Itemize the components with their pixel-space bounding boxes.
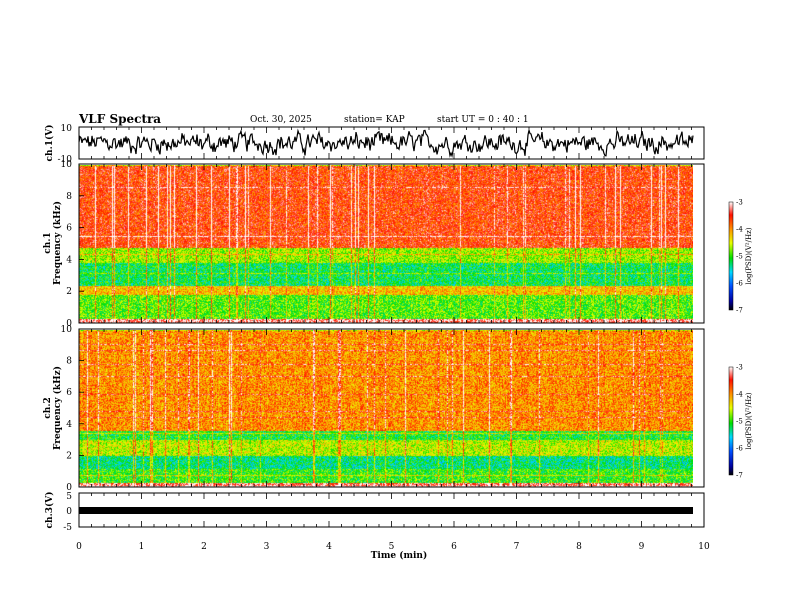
ch2-spectrogram-image <box>79 330 693 487</box>
freq-ytick-label: 4 <box>66 420 72 430</box>
colorbar-tick-label: -4 <box>736 226 743 234</box>
time-xtick-label: 9 <box>639 542 645 552</box>
colorbar-tick-label: -6 <box>736 445 743 453</box>
ch1-ylabel-channel: ch.1 <box>43 232 53 253</box>
time-xtick-label: 3 <box>264 542 270 552</box>
ch2-colorbar: -3 -4 -5 -6 -7 log(PSD)(V²/Hz) <box>728 364 753 480</box>
freq-ytick-label: 6 <box>66 388 72 398</box>
colorbar-tick-label: -4 <box>736 391 743 399</box>
freq-ytick-label: 6 <box>66 224 72 234</box>
ch3-ytick-top: 5 <box>66 492 72 502</box>
start-ut-label: start UT = 0 : 40 : 1 <box>437 115 529 125</box>
ch2-ylabel-channel: ch.2 <box>43 397 53 418</box>
ch3-waveform-line <box>79 507 693 514</box>
colorbar-tick-label: -7 <box>736 472 743 480</box>
freq-ytick-label: 8 <box>66 357 72 367</box>
time-xlabel: Time (min) <box>371 550 428 561</box>
time-xtick-label: 4 <box>326 542 332 552</box>
ch2-spectrogram-panel: 0 2 4 6 8 10 ch.2 Frequency (kHz) <box>43 325 705 493</box>
time-xtick-label: 2 <box>201 542 207 552</box>
time-xtick-label: 5 <box>389 542 395 552</box>
ch1-colorbar-label: log(PSD)(V²/Hz) <box>745 227 753 284</box>
ch1-waveform-line <box>78 128 694 158</box>
ch2-ylabel-frequency: Frequency (kHz) <box>52 366 63 450</box>
ch3-ytick-mid: 0 <box>66 507 72 517</box>
ch1-waveform-panel: 10 -10 ch.1(V) <box>44 124 705 165</box>
station-label: station= KAP <box>344 115 405 125</box>
colorbar-tick-label: -6 <box>736 280 743 288</box>
ch1-spectrogram-panel: 0 2 4 6 8 10 ch.1 Frequency (kHz) <box>43 160 705 329</box>
colorbar-tick-label: -5 <box>736 253 743 261</box>
colorbar-tick-label: -7 <box>736 307 743 315</box>
time-xtick-label: 1 <box>139 542 145 552</box>
ch3-ytick-bottom: -5 <box>63 523 72 533</box>
freq-ytick-label: 0 <box>66 483 72 493</box>
colorbar-tick-label: -5 <box>736 418 743 426</box>
freq-ytick-label: 2 <box>66 451 72 461</box>
ch2-colorbar-label: log(PSD)(V²/Hz) <box>745 392 753 449</box>
colorbar-tick-label: -3 <box>736 364 743 372</box>
colorbar-tick-label: -3 <box>736 199 743 207</box>
ch3-ylabel: ch.3(V) <box>44 492 55 529</box>
ch1-ytick-top: 10 <box>61 124 73 134</box>
time-xtick-label: 10 <box>698 542 710 552</box>
freq-ytick-label: 4 <box>66 255 72 265</box>
time-xtick-label: 7 <box>514 542 520 552</box>
time-xtick-label: 8 <box>576 542 582 552</box>
ch3-waveform-panel: 5 0 -5 ch.3(V) 0 1 2 3 4 5 6 7 8 9 10 Time (min) <box>44 492 710 561</box>
ch1-colorbar: -3 -4 -5 -6 -7 log(PSD)(V²/Hz) <box>728 199 753 315</box>
freq-ytick-label: 10 <box>61 160 73 170</box>
freq-ytick-label: 8 <box>66 192 72 202</box>
ch1-spectrogram-image <box>79 165 693 323</box>
ch1-ytick-bottom: -10 <box>58 155 73 165</box>
freq-ytick-label: 0 <box>66 319 72 329</box>
ch1-ylabel-frequency: Frequency (kHz) <box>52 201 63 285</box>
freq-ytick-label: 10 <box>61 325 73 335</box>
time-xtick-label: 0 <box>76 542 82 552</box>
figure-title: VLF Spectra <box>78 112 161 126</box>
ch1-ylabel: ch.1(V) <box>44 125 55 162</box>
freq-ytick-label: 2 <box>66 287 72 297</box>
date-label: Oct. 30, 2025 <box>250 115 312 125</box>
time-xtick-label: 6 <box>451 542 457 552</box>
